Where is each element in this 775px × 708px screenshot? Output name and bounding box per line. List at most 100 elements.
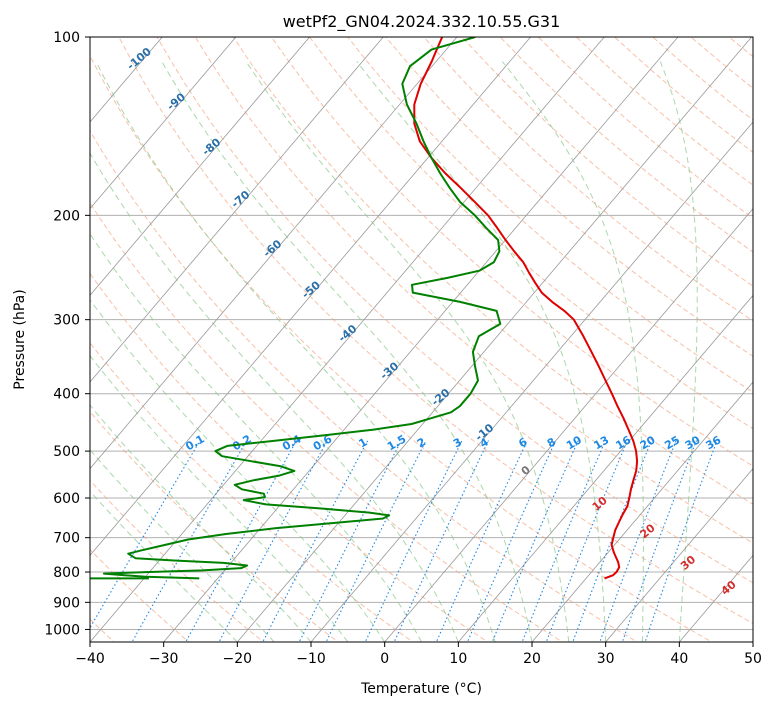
dry-adiabat-line xyxy=(537,37,753,219)
x-axis-title: Temperature (°C) xyxy=(360,681,482,697)
moist-adiabat-line xyxy=(501,61,644,642)
dry-adiabat-line xyxy=(156,37,753,584)
moist-adiabat-line xyxy=(90,152,459,642)
y-tick-label: 300 xyxy=(53,313,80,329)
isotherm-line xyxy=(90,37,237,210)
mixing-ratio-line xyxy=(435,440,528,642)
moist-adiabat-label: 20 xyxy=(638,521,658,541)
mixing-ratio-line xyxy=(298,440,402,642)
y-tick-label: 100 xyxy=(53,30,80,46)
mixing-ratio-line xyxy=(90,440,201,629)
x-tick-label: −20 xyxy=(223,651,253,667)
mixing-ratio-label: 0.4 xyxy=(280,432,304,453)
isotherm-line xyxy=(90,37,310,296)
dry-adiabat-line xyxy=(347,37,753,393)
isotherm-label: -50 xyxy=(299,278,323,301)
mixing-ratio-label: 6 xyxy=(516,435,529,450)
isotherm-label: -20 xyxy=(429,386,453,409)
isotherm-line xyxy=(90,37,605,642)
dry-adiabat-line xyxy=(652,37,753,121)
isotherm-line xyxy=(384,208,753,642)
background-lines xyxy=(90,37,775,644)
mixing-ratio-line xyxy=(466,440,557,642)
y-tick-label: 700 xyxy=(53,531,80,547)
dry-adiabat-line xyxy=(90,410,340,642)
dry-adiabat-line xyxy=(90,129,638,642)
x-tick-label: 30 xyxy=(597,651,615,667)
dry-adiabat-line xyxy=(194,37,753,544)
dry-adiabat-line xyxy=(90,272,489,642)
mixing-ratio-line xyxy=(325,440,427,642)
isotherm-label: -100 xyxy=(124,45,154,73)
dry-adiabat-line xyxy=(614,37,753,153)
isoline-labels: 0.1 0.2 0.4 0.6 1 1.5 2 3 4 6 8 10 13 16 20 25 30 36-100-… xyxy=(124,45,739,598)
mixing-ratio-label: 10 xyxy=(564,433,584,452)
dry-adiabat-line xyxy=(728,37,753,58)
mixing-ratio-label: 1 xyxy=(357,435,370,450)
isotherm-line xyxy=(237,37,752,642)
dewpoint-profile-line xyxy=(102,37,502,580)
moist-adiabat-line xyxy=(95,61,496,642)
isotherm-label: 0 xyxy=(519,463,533,478)
mixing-ratio-label: 13 xyxy=(591,433,611,452)
moist-adiabat-line xyxy=(90,298,386,642)
y-tick-label: 1000 xyxy=(44,622,80,638)
mixing-ratio-line xyxy=(262,440,369,642)
mixing-ratio-label: 3 xyxy=(451,435,464,450)
mixing-ratio-label: 2 xyxy=(415,435,428,450)
moist-adiabat-line xyxy=(356,61,607,642)
mixing-ratio-label: 30 xyxy=(683,433,703,452)
mixing-ratio-line xyxy=(364,440,463,642)
dry-adiabat-line xyxy=(90,342,414,642)
mixing-ratio-label: 8 xyxy=(545,435,558,450)
isotherm-label: -80 xyxy=(200,135,224,158)
moist-adiabat-label: 30 xyxy=(678,553,698,573)
mixing-ratio-line xyxy=(621,440,698,642)
dry-adiabat-line xyxy=(767,37,775,644)
moist-adiabat-line xyxy=(90,355,349,642)
y-tick-label: 800 xyxy=(53,565,80,581)
dry-adiabat-line xyxy=(461,37,753,287)
dry-adiabat-line xyxy=(90,548,190,642)
moist-adiabat-line xyxy=(90,404,312,642)
mixing-ratio-line xyxy=(491,440,579,642)
y-tick-label: 600 xyxy=(53,491,80,507)
mixing-ratio-label: 20 xyxy=(638,433,658,452)
isotherm-line xyxy=(90,37,458,470)
x-tick-label: 40 xyxy=(670,651,688,667)
mixing-ratio-line xyxy=(644,440,718,642)
mixing-ratio-line xyxy=(185,440,297,642)
isotherm-line xyxy=(531,381,753,642)
y-axis-title: Pressure (hPa) xyxy=(12,289,28,389)
mixing-ratio-line xyxy=(218,440,328,642)
y-tick-label: 400 xyxy=(53,387,80,403)
chart-title: wetPf2_GN04.2024.332.10.55.G31 xyxy=(283,12,561,32)
isotherm-line xyxy=(458,294,753,642)
moist-adiabat-line xyxy=(90,232,422,642)
moist-adiabat-line xyxy=(161,61,533,642)
mixing-ratio-line xyxy=(393,440,489,642)
y-tick-label: 500 xyxy=(53,444,80,460)
isotherm-line xyxy=(679,554,753,642)
axes: −40 −30 −20 −10 0 10 20 30 40 5010020030040050060… xyxy=(44,30,762,667)
y-tick-label: 900 xyxy=(53,595,80,611)
isotherm-line xyxy=(163,37,679,642)
x-tick-label: −10 xyxy=(296,651,326,667)
isotherm-line xyxy=(90,37,384,383)
dry-adiabat-line xyxy=(232,37,753,505)
isotherm-label: -10 xyxy=(473,421,497,444)
x-tick-label: −30 xyxy=(149,651,179,667)
mixing-ratio-label: 1.5 xyxy=(385,432,408,453)
x-tick-label: −40 xyxy=(75,651,105,667)
x-tick-label: 50 xyxy=(744,651,762,667)
isotherm-line xyxy=(605,468,753,642)
dry-adiabat-line xyxy=(499,37,753,253)
isotherm-label: -60 xyxy=(261,237,285,260)
moist-adiabat-line xyxy=(245,61,570,642)
dry-adiabat-line xyxy=(90,479,265,642)
mixing-ratio-line xyxy=(545,440,628,642)
x-tick-label: 20 xyxy=(523,651,541,667)
dry-adiabat-line xyxy=(385,37,753,357)
